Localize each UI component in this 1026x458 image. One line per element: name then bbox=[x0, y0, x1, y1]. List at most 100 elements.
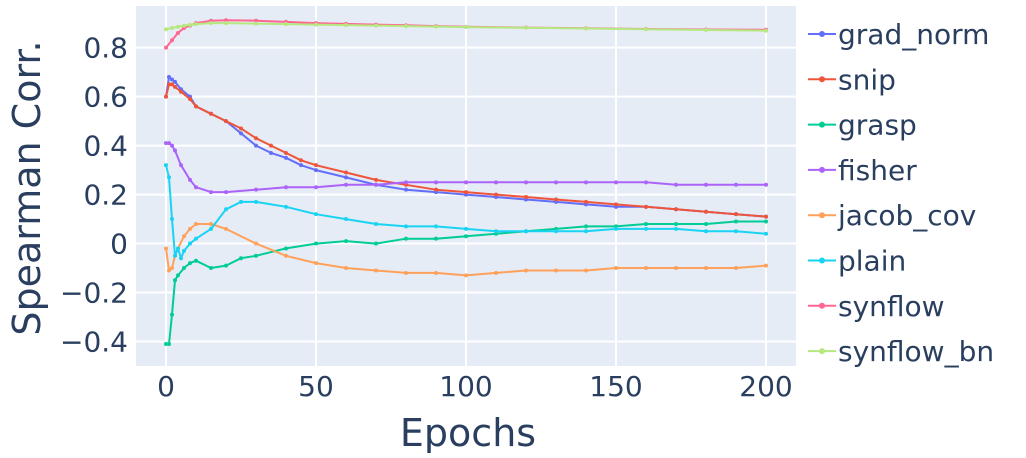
data-point bbox=[494, 180, 498, 185]
data-point bbox=[254, 199, 258, 204]
data-point bbox=[584, 26, 588, 31]
data-point bbox=[164, 45, 168, 50]
data-point bbox=[299, 158, 303, 163]
legend-label: synflow_bn bbox=[838, 335, 994, 368]
data-point bbox=[188, 177, 192, 182]
data-point bbox=[644, 204, 648, 209]
legend-item-fisher[interactable]: fisher bbox=[808, 154, 917, 187]
legend-item-grasp[interactable]: grasp bbox=[808, 109, 917, 142]
data-point bbox=[554, 197, 558, 202]
data-point bbox=[314, 261, 318, 266]
data-point bbox=[284, 253, 288, 258]
data-point bbox=[584, 180, 588, 185]
data-point bbox=[764, 231, 768, 236]
data-point bbox=[704, 221, 708, 226]
data-point bbox=[224, 21, 228, 26]
data-point bbox=[704, 209, 708, 214]
data-point bbox=[434, 24, 438, 29]
data-point bbox=[182, 23, 186, 28]
data-point bbox=[164, 27, 168, 32]
data-point bbox=[194, 258, 198, 263]
series-fisher bbox=[164, 141, 768, 195]
data-point bbox=[284, 150, 288, 155]
data-point bbox=[167, 82, 171, 87]
data-point bbox=[704, 229, 708, 234]
data-point bbox=[299, 163, 303, 168]
data-point bbox=[464, 190, 468, 195]
legend-item-snip[interactable]: snip bbox=[808, 63, 896, 96]
data-point bbox=[734, 212, 738, 217]
data-point bbox=[314, 241, 318, 246]
data-point bbox=[434, 224, 438, 229]
data-point bbox=[254, 253, 258, 258]
data-point bbox=[434, 236, 438, 241]
data-point bbox=[374, 241, 378, 246]
y-tick-labels: −0.4 −0.2 0 0.2 0.4 0.6 0.8 bbox=[60, 32, 128, 359]
data-point bbox=[404, 180, 408, 185]
data-point bbox=[614, 266, 618, 271]
data-point bbox=[434, 187, 438, 192]
data-point bbox=[464, 234, 468, 239]
data-point bbox=[494, 192, 498, 197]
data-point bbox=[614, 202, 618, 207]
data-point bbox=[254, 143, 258, 148]
data-point bbox=[176, 30, 180, 35]
data-point bbox=[173, 253, 177, 258]
data-point bbox=[764, 219, 768, 224]
legend-item-synflow-bn[interactable]: synflow_bn bbox=[808, 335, 994, 368]
data-point bbox=[194, 104, 198, 109]
data-point bbox=[173, 278, 177, 283]
data-point bbox=[188, 97, 192, 102]
data-point bbox=[173, 79, 177, 84]
legend-label: fisher bbox=[838, 154, 917, 187]
legend-label: grad_norm bbox=[838, 18, 989, 51]
data-point bbox=[524, 25, 528, 30]
data-point bbox=[464, 273, 468, 278]
data-point bbox=[167, 268, 171, 273]
data-point bbox=[209, 226, 213, 231]
legend-item-synflow[interactable]: synflow bbox=[808, 290, 945, 323]
data-point bbox=[170, 26, 174, 31]
data-point bbox=[209, 190, 213, 195]
data-point bbox=[644, 221, 648, 226]
data-point bbox=[344, 170, 348, 175]
data-point bbox=[209, 21, 213, 26]
data-point bbox=[524, 268, 528, 273]
data-point bbox=[344, 182, 348, 187]
y-tick-label: −0.4 bbox=[60, 326, 128, 359]
series-synflow-bn bbox=[164, 21, 768, 33]
legend-item-grad-norm[interactable]: grad_norm bbox=[808, 18, 989, 51]
data-point bbox=[584, 268, 588, 273]
grid-lines bbox=[136, 6, 796, 366]
data-point bbox=[170, 312, 174, 317]
data-point bbox=[584, 229, 588, 234]
data-point bbox=[224, 190, 228, 195]
legend-item-plain[interactable]: plain bbox=[808, 245, 906, 278]
data-point bbox=[254, 21, 258, 26]
data-point bbox=[182, 266, 186, 271]
legend-marker bbox=[819, 76, 825, 83]
legend-item-jacob-cov[interactable]: jacob_cov bbox=[808, 199, 976, 232]
data-point bbox=[284, 185, 288, 190]
data-point bbox=[164, 341, 168, 346]
data-point bbox=[314, 22, 318, 27]
data-point bbox=[674, 207, 678, 212]
data-point bbox=[182, 248, 186, 253]
legend-marker bbox=[819, 212, 825, 219]
series-snip bbox=[164, 82, 768, 219]
data-point bbox=[404, 24, 408, 29]
legend-label: snip bbox=[838, 63, 896, 96]
data-point bbox=[209, 221, 213, 226]
data-point bbox=[188, 261, 192, 266]
data-point bbox=[614, 226, 618, 231]
y-tick-label: 0.6 bbox=[83, 81, 128, 114]
x-tick-label: 100 bbox=[439, 370, 492, 403]
data-point bbox=[494, 229, 498, 234]
data-point bbox=[284, 204, 288, 209]
data-point bbox=[524, 195, 528, 200]
data-point bbox=[284, 155, 288, 160]
data-point bbox=[284, 22, 288, 27]
data-point bbox=[314, 212, 318, 217]
legend-marker bbox=[819, 121, 825, 128]
